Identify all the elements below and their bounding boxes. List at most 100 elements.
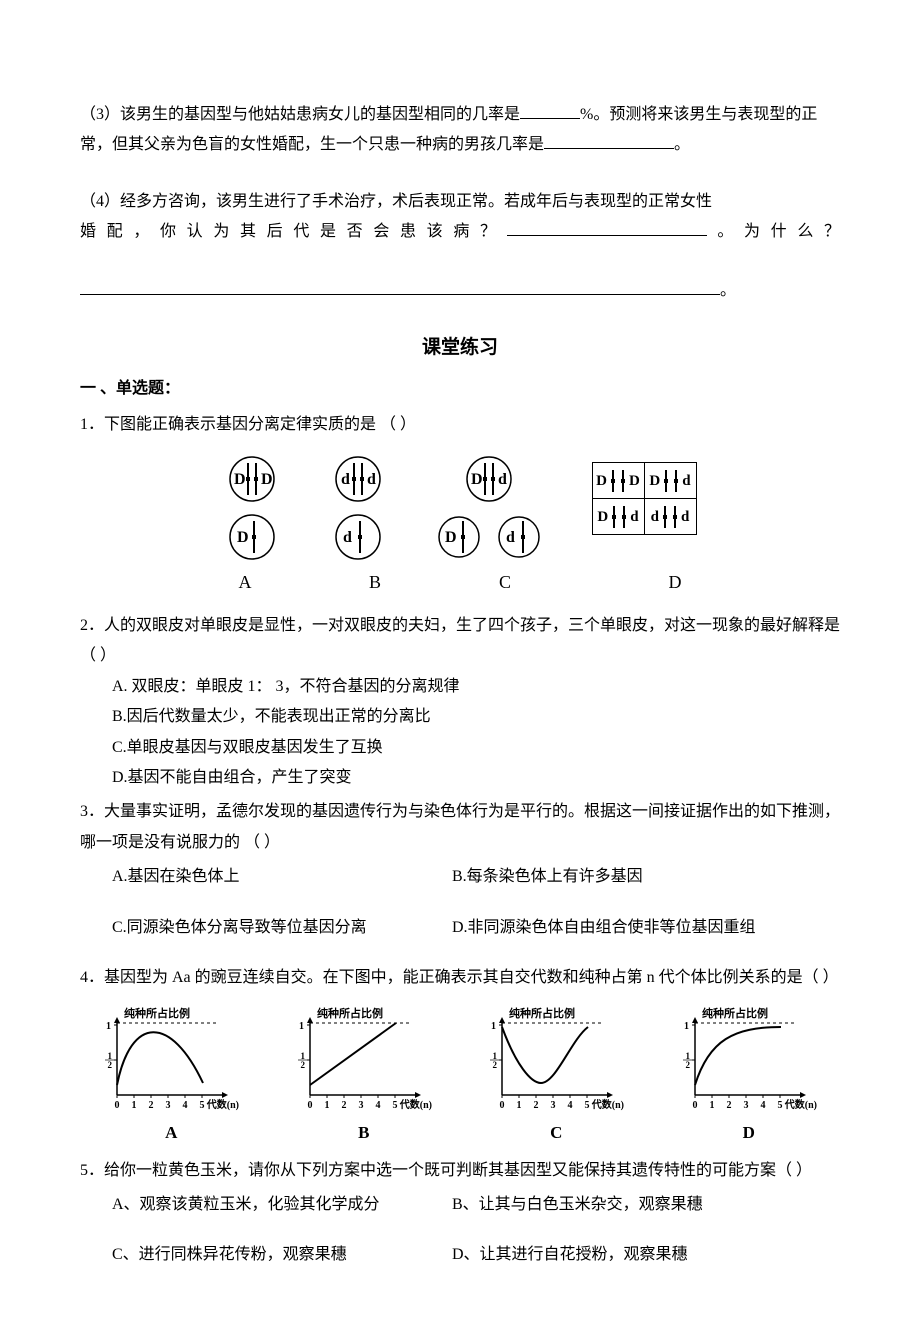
svg-text:纯种所占比例: 纯种所占比例 [509,1006,575,1020]
svg-text:4: 4 [375,1100,380,1111]
svg-text:5: 5 [585,1100,590,1111]
p4-line2: 婚配，你认为其后代是否会患该病？。为什么？ [80,217,840,247]
chrom-DD: D D [224,455,280,503]
section-title: 课堂练习 [80,330,840,366]
q3-d: D.非同源染色体自由组合使非等位基因重组 [452,913,756,943]
q2-c: C.单眼皮基因与双眼皮基因发生了互换 [80,733,840,763]
p4-l2a: 婚配，你认为其后代是否会患该病？ [80,223,507,240]
q5-row2: C、进行同株异花传粉，观察果穗 D、让其进行自花授粉，观察果穗 [80,1240,840,1270]
svg-text:2: 2 [300,1060,305,1070]
svg-text:0: 0 [307,1100,312,1111]
blank-percent[interactable] [520,101,580,119]
svg-text:0: 0 [692,1100,697,1111]
svg-text:1: 1 [709,1100,714,1111]
q1-label-a: A [230,565,260,599]
svg-text:3: 3 [551,1100,556,1111]
svg-text:3: 3 [166,1100,171,1111]
svg-text:1: 1 [491,1021,496,1032]
q3-c: C.同源染色体分离导致等位基因分离 [112,913,452,943]
q1-figures: D D D d d d [80,455,840,561]
svg-text:D: D [234,471,246,488]
question-1: 1．下图能正确表示基因分离定律实质的是 （ ） D D D d [80,410,840,599]
svg-text:d: d [367,471,376,488]
svg-text:纯种所占比例: 纯种所占比例 [124,1006,190,1020]
chrom-d-single: d [330,513,386,561]
svg-text:代数(n): 代数(n) [399,1098,432,1111]
chrom-Dd: D d [461,455,517,503]
svg-text:代数(n): 代数(n) [784,1098,817,1111]
q4-graph-b: 纯种所占比例 1 1 2 012345 代数(n) B [294,1005,434,1149]
q3-a: A.基因在染色体上 [112,862,452,892]
question-4: 4．基因型为 Aa 的豌豆连续自交。在下图中，能正确表示其自交代数和纯种占第 n… [80,963,840,1150]
p4-line1: （4）经多方咨询，该男生进行了手术治疗，术后表现正常。若成年后与表现型的正常女性 [80,187,840,217]
svg-text:4: 4 [760,1100,765,1111]
q1-fig-d: DDDdDddd [592,462,697,553]
q5-b: B、让其与白色玉米杂交，观察果穗 [452,1190,703,1220]
q1-stem: 1．下图能正确表示基因分离定律实质的是 （ ） [80,410,840,440]
svg-text:d: d [506,529,515,546]
q1-label-d: D [660,565,690,599]
p4-line3: 。 [80,276,840,306]
subsection-1: 一 、单选题： [80,374,840,404]
chrom-D-single: D [224,513,280,561]
p3-suffix: 。 [674,136,690,153]
q2-stem: 2．人的双眼皮对单眼皮是显性，一对双眼皮的夫妇，生了四个孩子，三个单眼皮，对这一… [80,611,840,672]
svg-text:2: 2 [534,1100,539,1111]
q3-b: B.每条染色体上有许多基因 [452,862,643,892]
question-2: 2．人的双眼皮对单眼皮是显性，一对双眼皮的夫妇，生了四个孩子，三个单眼皮，对这一… [80,611,840,793]
svg-text:1: 1 [324,1100,329,1111]
q4-graph-c: 纯种所占比例 1 1 2 012345 代数(n) C [486,1005,626,1149]
svg-text:5: 5 [200,1100,205,1111]
svg-text:3: 3 [743,1100,748,1111]
chrom-dd: d d [330,455,386,503]
svg-text:1: 1 [684,1021,689,1032]
q5-stem: 5．给你一粒黄色玉米，请你从下列方案中选一个既可判断其基因型又能保持其遗传特性的… [80,1156,840,1186]
svg-text:2: 2 [341,1100,346,1111]
punnett-square: DDDdDddd [592,462,697,535]
chrom-d-single-2: d [496,513,542,561]
q5-c: C、进行同株异花传粉，观察果穗 [112,1240,452,1270]
svg-text:1: 1 [517,1100,522,1111]
svg-text:代数(n): 代数(n) [206,1098,239,1111]
svg-text:3: 3 [358,1100,363,1111]
q1-labels: A B C D [80,565,840,599]
svg-text:5: 5 [777,1100,782,1111]
q5-row1: A、观察该黄粒玉米，化验其化学成分 B、让其与白色玉米杂交，观察果穗 [80,1190,840,1220]
svg-text:2: 2 [108,1060,113,1070]
svg-text:4: 4 [183,1100,188,1111]
svg-text:d: d [343,529,352,546]
blank-probability[interactable] [544,132,674,150]
q1-fig-a: D D D [224,455,280,561]
blank-yesno[interactable] [507,219,707,237]
svg-text:1: 1 [299,1021,304,1032]
svg-text:0: 0 [115,1100,120,1111]
svg-text:2: 2 [493,1060,498,1070]
paragraph-4: （4）经多方咨询，该男生进行了手术治疗，术后表现正常。若成年后与表现型的正常女性… [80,187,840,306]
blank-reason[interactable] [80,277,720,295]
svg-text:D: D [237,529,249,546]
p3-prefix: （3）该男生的基因型与他姑姑患病女儿的基因型相同的几率是 [80,106,520,123]
svg-text:D: D [445,529,457,546]
question-5: 5．给你一粒黄色玉米，请你从下列方案中选一个既可判断其基因型又能保持其遗传特性的… [80,1156,840,1271]
question-3: 3．大量事实证明，孟德尔发现的基因遗传行为与染色体行为是平行的。根据这一间接证据… [80,797,840,943]
q2-a: A. 双眼皮：单眼皮 1： 3，不符合基因的分离规律 [80,672,840,702]
q4-graph-a: 纯种所占比例 1 1 2 012345 代数(n) A [101,1005,241,1149]
q5-d: D、让其进行自花授粉，观察果穗 [452,1240,688,1270]
q3-stem: 3．大量事实证明，孟德尔发现的基因遗传行为与染色体行为是平行的。根据这一间接证据… [80,797,840,858]
q1-label-c: C [490,565,520,599]
svg-text:1: 1 [106,1021,111,1032]
q2-b: B.因后代数量太少，不能表现出正常的分离比 [80,702,840,732]
q5-a: A、观察该黄粒玉米，化验其化学成分 [112,1190,452,1220]
p4-end: 。 [720,282,736,299]
svg-text:D: D [471,471,483,488]
chrom-D-single-2: D [436,513,482,561]
svg-text:纯种所占比例: 纯种所占比例 [317,1006,383,1020]
svg-text:5: 5 [392,1100,397,1111]
svg-text:0: 0 [500,1100,505,1111]
svg-text:1: 1 [132,1100,137,1111]
q4-stem: 4．基因型为 Aa 的豌豆连续自交。在下图中，能正确表示其自交代数和纯种占第 n… [80,963,840,993]
q1-fig-c: D d D d [436,455,542,561]
q2-d: D.基因不能自由组合，产生了突变 [80,763,840,793]
svg-text:2: 2 [685,1060,690,1070]
q4-graph-d: 纯种所占比例 1 1 2 012345 代数(n) D [679,1005,819,1149]
